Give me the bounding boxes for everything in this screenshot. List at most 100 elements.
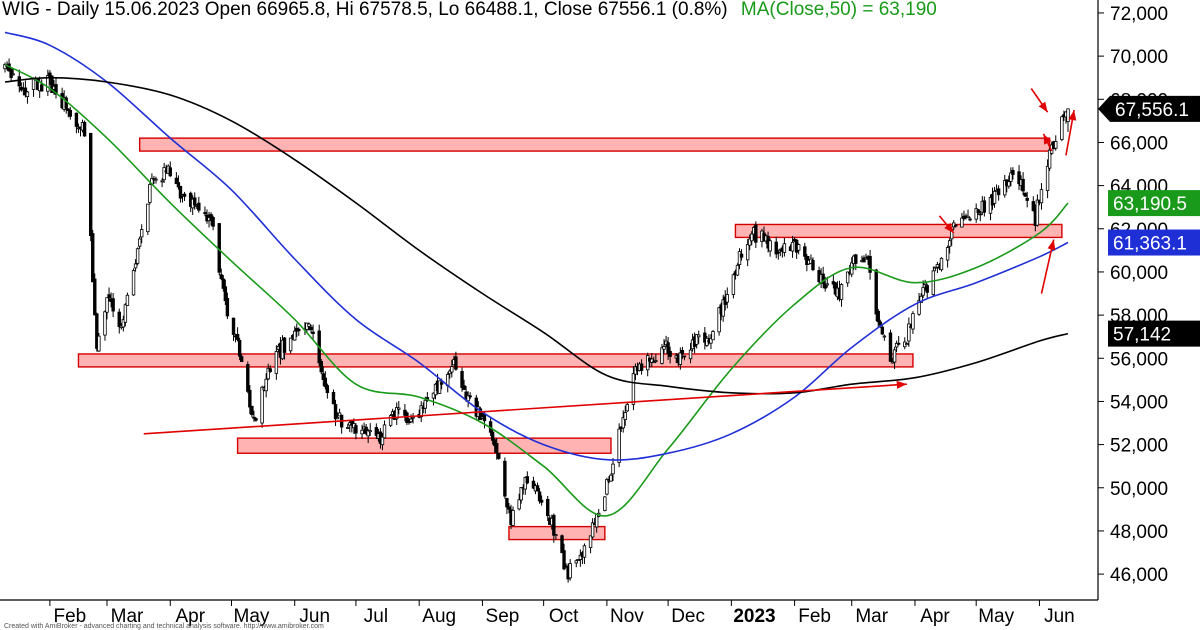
price-tag-box [1108, 190, 1200, 217]
x-month-label: Feb [54, 606, 87, 627]
candle-body [117, 311, 121, 328]
candle-body [711, 331, 715, 341]
candle-body [1011, 170, 1015, 175]
moving-averages [4, 31, 1069, 517]
candle-body [737, 251, 742, 266]
candle-body [219, 274, 223, 279]
candle-body [368, 430, 372, 433]
candle-body [921, 287, 925, 296]
candle-body [960, 217, 964, 228]
candle-body [590, 522, 595, 538]
x-month-label: May [234, 606, 270, 627]
candle-body [309, 326, 313, 331]
candle-body [554, 534, 558, 536]
candle-body [193, 197, 197, 206]
candle-body [896, 342, 901, 345]
candle-body [750, 233, 754, 242]
candle-body [988, 197, 993, 214]
candle-body [321, 373, 325, 381]
candlesticks [3, 58, 1070, 583]
x-month-label: 2023 [733, 606, 775, 627]
candle-body [546, 498, 550, 517]
candle-body [882, 335, 887, 338]
candle-body [511, 510, 515, 526]
candle-body [274, 351, 279, 374]
x-axis: Feb Mar Apr May Jun Jul Aug Sep Oct Nov Dec 2023 Feb… [49, 600, 1075, 627]
arrow-head [896, 380, 907, 389]
candle-body [854, 254, 858, 264]
candle-body [576, 559, 581, 561]
candle-body [162, 167, 166, 181]
candle-body [774, 241, 778, 255]
candle-body [974, 208, 978, 220]
candle-body [388, 415, 393, 426]
candle-body [650, 358, 654, 363]
ma-line-ma-close-50- [4, 63, 1069, 517]
candle-body [639, 363, 644, 371]
candle-body [862, 257, 866, 263]
candle-body [405, 412, 409, 423]
candle-body [154, 178, 158, 181]
candle-body [874, 269, 878, 315]
candle-body [50, 75, 54, 93]
candle-body [268, 368, 272, 372]
candle-body [803, 246, 807, 257]
candle-body [668, 350, 672, 357]
candle-body [605, 479, 609, 495]
candle-body [54, 84, 58, 95]
candle-body [1035, 199, 1040, 226]
price-tag-label: 63,190.5 [1113, 194, 1187, 215]
candle-body [160, 180, 164, 183]
candle-body [133, 263, 138, 269]
x-month-label: Feb [798, 606, 831, 627]
candle-body [293, 330, 297, 341]
x-month-label: Mar [855, 606, 888, 627]
candle-body [31, 78, 36, 90]
candle-body [246, 364, 250, 392]
candle-body [688, 349, 693, 360]
ma-line-ma-close-100- [4, 31, 1069, 461]
candle-body [754, 224, 758, 243]
ma-summary: MA(Close,50) = 63,190 [741, 0, 937, 20]
candle-body [721, 299, 725, 317]
candle-body [947, 240, 952, 247]
candle-body [735, 264, 740, 276]
candle-body [68, 109, 72, 117]
candle-body [335, 417, 340, 420]
candle-body [266, 367, 270, 380]
candle-body [407, 421, 411, 424]
candle-body [505, 498, 509, 508]
candle-body [790, 241, 795, 252]
candle-body [182, 193, 187, 197]
candle-body [603, 496, 607, 511]
candle-body [917, 299, 921, 315]
candle-body [466, 394, 470, 402]
candle-body [907, 323, 911, 342]
price-zone [236, 437, 612, 454]
candle-body [140, 229, 144, 238]
candle-body [1031, 201, 1036, 211]
candle-body [905, 343, 909, 346]
price-zone [138, 137, 1051, 152]
candle-body [174, 177, 179, 185]
candle-body [745, 244, 750, 261]
candle-body [982, 200, 987, 213]
candle-body [503, 460, 507, 497]
candle-body [495, 442, 499, 453]
candle-body [621, 417, 625, 429]
candle-body [588, 535, 593, 548]
candle-body [552, 514, 556, 536]
candle-body [1047, 149, 1052, 169]
candle-body [264, 378, 268, 392]
candle-body [694, 334, 699, 345]
candle-body [537, 491, 542, 502]
candle-body [123, 304, 128, 323]
candle-body [93, 278, 97, 316]
candle-body [782, 243, 787, 253]
candle-body [931, 270, 936, 295]
candle-body [919, 295, 923, 304]
x-month-label: Sep [486, 606, 520, 627]
candle-body [374, 427, 379, 436]
candle-body [1025, 197, 1029, 201]
